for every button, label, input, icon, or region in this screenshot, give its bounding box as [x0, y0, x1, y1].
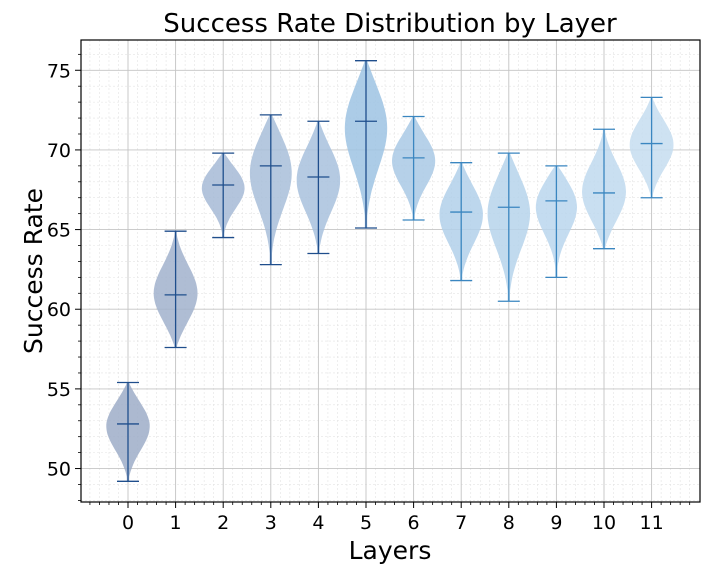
y-tick-label: 50: [47, 459, 71, 481]
y-tick-label: 60: [47, 299, 71, 321]
x-tick-label: 1: [170, 512, 182, 534]
major-grid: [81, 40, 700, 502]
violins-group: [106, 60, 674, 482]
x-tick-label: 4: [312, 512, 324, 534]
x-tick-label: 7: [455, 512, 467, 534]
y-tick-label: 70: [47, 140, 71, 162]
y-tick-label: 55: [47, 379, 71, 401]
y-tick-label: 75: [47, 60, 71, 82]
x-tick-label: 6: [408, 512, 420, 534]
plot-frame: [80, 39, 701, 503]
x-tick-label: 11: [640, 512, 664, 534]
x-tick-label: 8: [503, 512, 515, 534]
x-tick-label: 0: [122, 512, 134, 534]
x-axis-label: Layers: [349, 536, 432, 565]
x-tick-label: 9: [550, 512, 562, 534]
chart-title: Success Rate Distribution by Layer: [163, 9, 617, 39]
x-tick-label: 5: [360, 512, 372, 534]
y-tick-label: 65: [47, 220, 71, 242]
x-tick-label: 10: [592, 512, 616, 534]
x-tick-label: 2: [217, 512, 229, 534]
x-tick-label: 3: [265, 512, 277, 534]
axis-ticks: 50 55 60 65 70 75 0 1 2 3 4 5 6 7 8 9 10 11: [47, 53, 691, 534]
y-axis-label: Success Rate: [19, 188, 48, 354]
